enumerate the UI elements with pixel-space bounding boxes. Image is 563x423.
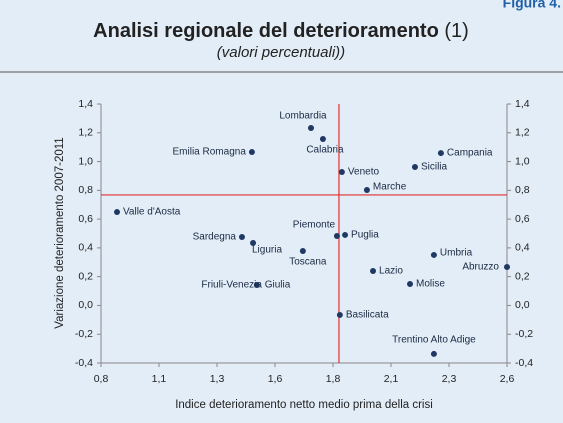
point [407,281,414,288]
x-tick-label: 2,1 [384,373,399,385]
point [411,164,418,171]
point [504,264,510,271]
title-main: Analisi regionale del deterioramento [93,20,439,42]
y-tick-label-right: -0,2 [515,328,533,340]
point-label: Veneto [348,167,380,178]
y-tick-label: -0,2 [75,328,93,340]
point-label: Piemonte [293,220,336,231]
y-tick-label-right: 1,4 [515,98,530,110]
point [370,268,377,275]
point [248,149,255,156]
y-tick-label-right: 1,2 [515,127,530,139]
y-tick-label: 1,0 [78,155,93,167]
y-tick-label: 0,4 [78,242,93,254]
point-label: Sicilia [421,162,448,173]
title-note: (1) [444,20,468,42]
x-tick-label: 1,8 [326,373,341,385]
point-label: Molise [416,279,445,290]
point-label: Liguria [252,245,282,256]
point [333,232,340,239]
point-label: Lazio [379,266,403,277]
point [307,125,314,132]
point [114,209,121,216]
point-label: Campania [447,148,493,159]
x-tick-label: 1,1 [152,373,167,385]
point-label: Emilia Romagna [173,147,247,158]
chart-subtitle: (valori percentuali)) [217,44,345,61]
y-tick-label-right: 0,0 [515,299,530,311]
y-tick-label-right: -0,4 [515,357,533,369]
point [363,187,370,194]
point-label: Sardegna [193,232,237,243]
x-tick-label: 2,6 [500,373,515,385]
figure-label: Figura 4. [503,0,561,11]
point-label: Basilicata [346,310,389,321]
x-tick-label: 2,3 [442,373,457,385]
point [336,311,343,318]
x-tick-label: 0,8 [94,373,109,385]
point [299,248,306,255]
y-tick-label-right: 0,2 [515,270,530,282]
y-tick-label: 0,8 [78,184,93,196]
y-tick-label: 1,4 [78,98,93,110]
point [238,233,245,240]
point-label: Friuli-Venezia Giulia [201,280,290,291]
y-tick-label: 1,2 [78,127,93,139]
x-tick-label: 1,6 [268,373,283,385]
y-tick-label-right: 1,0 [515,155,530,167]
point [430,350,437,357]
point [319,135,326,142]
y-tick-label: 0,0 [78,299,93,311]
point-label: Marche [373,182,407,193]
y-tick-label-right: 0,6 [515,213,530,225]
y-tick-label-right: 0,4 [515,242,530,254]
point-label: Lombardia [279,111,327,122]
point [342,231,349,238]
y-tick-label: 0,6 [78,213,93,225]
y-tick-label-right: 0,8 [515,184,530,196]
point [430,251,437,258]
point-label: Valle d'Aosta [123,207,181,218]
point-label: Umbria [440,248,473,259]
point [437,150,444,157]
point-label: Puglia [351,230,379,241]
x-axis-title: Indice deterioramento netto medio prima … [175,399,433,411]
y-axis-title: Variazione deterioramento 2007-2011 [54,137,66,328]
point [253,282,260,289]
y-tick-label: 0,2 [78,270,93,282]
y-tick-label: -0,4 [75,357,93,369]
point [250,239,257,246]
x-tick-label: 1,3 [210,373,225,385]
chart-title: Analisi regionale del deterioramento (1) [93,20,469,42]
point-label: Trentino Alto Adige [392,335,476,346]
point-label: Calabria [306,145,344,156]
point-label: Abruzzo [462,262,499,273]
point [338,169,345,176]
point-label: Toscana [289,257,327,268]
